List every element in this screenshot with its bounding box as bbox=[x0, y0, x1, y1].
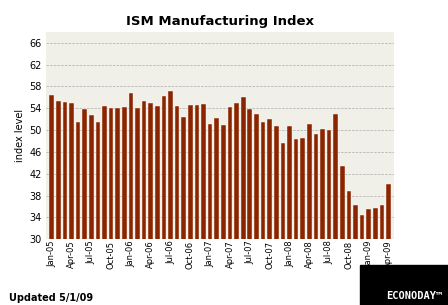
Bar bbox=[267, 119, 272, 305]
Bar bbox=[234, 103, 239, 305]
Bar bbox=[162, 96, 166, 305]
Bar bbox=[254, 114, 258, 305]
Bar bbox=[366, 209, 371, 305]
Bar bbox=[294, 139, 298, 305]
Bar bbox=[76, 122, 80, 305]
Bar bbox=[188, 105, 193, 305]
Bar bbox=[129, 93, 133, 305]
Bar bbox=[280, 143, 285, 305]
Bar bbox=[327, 130, 332, 305]
Bar bbox=[155, 106, 159, 305]
Bar bbox=[82, 109, 87, 305]
Bar bbox=[274, 126, 279, 305]
Bar bbox=[300, 138, 305, 305]
Bar bbox=[353, 205, 358, 305]
Bar bbox=[241, 97, 246, 305]
Bar bbox=[215, 117, 219, 305]
Bar bbox=[208, 124, 212, 305]
Bar bbox=[340, 166, 345, 305]
Bar bbox=[69, 103, 74, 305]
Bar bbox=[347, 191, 351, 305]
Text: Updated 5/1/09: Updated 5/1/09 bbox=[9, 293, 93, 303]
Bar bbox=[333, 114, 338, 305]
Y-axis label: index level: index level bbox=[15, 109, 25, 162]
Bar bbox=[360, 215, 364, 305]
Bar bbox=[287, 126, 292, 305]
Bar bbox=[122, 107, 127, 305]
Bar bbox=[314, 134, 318, 305]
Bar bbox=[56, 101, 60, 305]
Bar bbox=[49, 95, 54, 305]
Bar bbox=[261, 122, 265, 305]
Bar bbox=[109, 108, 113, 305]
Bar bbox=[201, 104, 206, 305]
Bar bbox=[148, 103, 153, 305]
Text: ECONODAY™: ECONODAY™ bbox=[386, 291, 443, 301]
Bar bbox=[168, 91, 173, 305]
Bar bbox=[194, 105, 199, 305]
Bar bbox=[181, 117, 186, 305]
Bar bbox=[228, 107, 233, 305]
Bar bbox=[320, 129, 325, 305]
Bar bbox=[63, 102, 67, 305]
Bar bbox=[89, 115, 94, 305]
Bar bbox=[379, 205, 384, 305]
Bar bbox=[142, 101, 146, 305]
Bar bbox=[247, 109, 252, 305]
Bar bbox=[307, 124, 311, 305]
Bar bbox=[221, 125, 226, 305]
Title: ISM Manufacturing Index: ISM Manufacturing Index bbox=[126, 15, 314, 28]
Bar bbox=[175, 106, 180, 305]
Bar bbox=[95, 122, 100, 305]
Bar bbox=[116, 108, 120, 305]
Bar bbox=[373, 207, 378, 305]
Bar bbox=[102, 106, 107, 305]
Bar bbox=[386, 184, 391, 305]
Bar bbox=[135, 108, 140, 305]
